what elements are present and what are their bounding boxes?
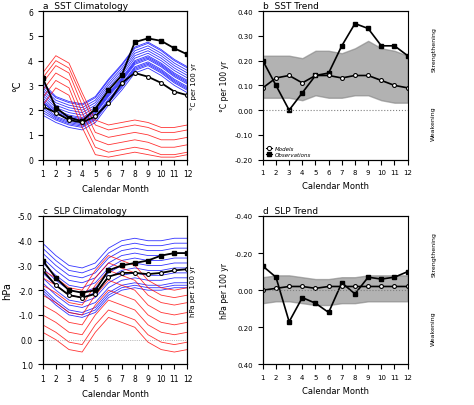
- Y-axis label: hPa per 100 yr: hPa per 100 yr: [220, 262, 229, 318]
- X-axis label: Calendar Month: Calendar Month: [82, 389, 148, 398]
- Y-axis label: hPa per 100 yr: hPa per 100 yr: [190, 265, 196, 316]
- X-axis label: Calendar Month: Calendar Month: [302, 386, 369, 395]
- Text: b  SST Trend: b SST Trend: [263, 2, 319, 11]
- Text: Weakening: Weakening: [431, 106, 436, 141]
- Text: Strengthening: Strengthening: [431, 27, 436, 72]
- Legend: Models, Observations: Models, Observations: [265, 146, 311, 158]
- Text: c  SLP Climatology: c SLP Climatology: [43, 207, 127, 216]
- Y-axis label: °C: °C: [12, 81, 22, 92]
- Y-axis label: °C per 100 yr: °C per 100 yr: [190, 63, 197, 110]
- Y-axis label: hPa: hPa: [2, 281, 12, 299]
- X-axis label: Calendar Month: Calendar Month: [302, 181, 369, 190]
- Text: a  SST Climatology: a SST Climatology: [43, 2, 128, 11]
- Text: Strengthening: Strengthening: [431, 231, 436, 276]
- Text: Weakening: Weakening: [431, 310, 436, 345]
- Text: d  SLP Trend: d SLP Trend: [263, 207, 318, 216]
- X-axis label: Calendar Month: Calendar Month: [82, 184, 148, 194]
- Y-axis label: °C per 100 yr: °C per 100 yr: [220, 61, 229, 112]
